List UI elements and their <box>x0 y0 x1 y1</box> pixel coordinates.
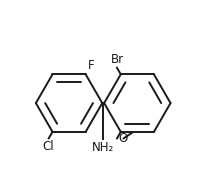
Text: O: O <box>118 132 127 145</box>
Text: NH₂: NH₂ <box>92 141 114 154</box>
Text: Br: Br <box>110 53 123 66</box>
Text: Cl: Cl <box>42 140 54 153</box>
Text: F: F <box>88 59 94 72</box>
